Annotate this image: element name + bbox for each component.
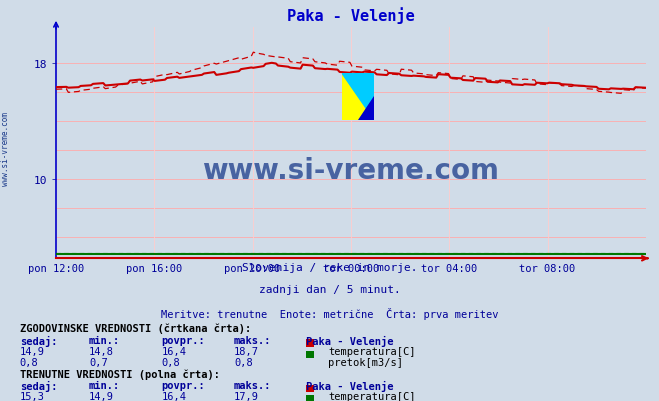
Text: povpr.:: povpr.: — [161, 335, 205, 345]
Polygon shape — [342, 74, 374, 120]
Text: TRENUTNE VREDNOSTI (polna črta):: TRENUTNE VREDNOSTI (polna črta): — [20, 368, 219, 379]
Text: Meritve: trenutne  Enote: metrične  Črta: prva meritev: Meritve: trenutne Enote: metrične Črta: … — [161, 307, 498, 319]
Text: min.:: min.: — [89, 380, 120, 390]
Title: Paka - Velenje: Paka - Velenje — [287, 7, 415, 24]
Text: 0,8: 0,8 — [161, 357, 180, 367]
Text: Paka - Velenje: Paka - Velenje — [306, 335, 394, 346]
Text: sedaj:: sedaj: — [20, 380, 57, 391]
Text: 14,8: 14,8 — [89, 346, 114, 356]
Text: Slovenija / reke in morje.: Slovenija / reke in morje. — [242, 263, 417, 273]
Text: www.si-vreme.com: www.si-vreme.com — [1, 111, 10, 185]
Text: 0,7: 0,7 — [89, 357, 107, 367]
Text: 16,4: 16,4 — [161, 346, 186, 356]
Text: maks.:: maks.: — [234, 380, 272, 390]
Text: 0,8: 0,8 — [234, 357, 252, 367]
Text: 17,9: 17,9 — [234, 391, 259, 401]
Text: min.:: min.: — [89, 335, 120, 345]
Text: ZGODOVINSKE VREDNOSTI (črtkana črta):: ZGODOVINSKE VREDNOSTI (črtkana črta): — [20, 323, 251, 333]
Text: 15,3: 15,3 — [20, 391, 45, 401]
Text: povpr.:: povpr.: — [161, 380, 205, 390]
Text: Paka - Velenje: Paka - Velenje — [306, 380, 394, 391]
Text: 14,9: 14,9 — [20, 346, 45, 356]
Text: Slovenija.si-vreme.com: Slovenija.si-vreme.com — [351, 161, 368, 162]
Text: sedaj:: sedaj: — [20, 335, 57, 346]
Text: 18,7: 18,7 — [234, 346, 259, 356]
Polygon shape — [358, 97, 374, 120]
Text: 0,8: 0,8 — [20, 357, 38, 367]
Text: maks.:: maks.: — [234, 335, 272, 345]
Text: temperatura[C]: temperatura[C] — [328, 391, 416, 401]
Text: 14,9: 14,9 — [89, 391, 114, 401]
Text: pretok[m3/s]: pretok[m3/s] — [328, 357, 403, 367]
Polygon shape — [342, 74, 374, 120]
Text: www.si-vreme.com: www.si-vreme.com — [202, 157, 500, 185]
Text: 16,4: 16,4 — [161, 391, 186, 401]
Text: zadnji dan / 5 minut.: zadnji dan / 5 minut. — [258, 285, 401, 295]
Text: temperatura[C]: temperatura[C] — [328, 346, 416, 356]
